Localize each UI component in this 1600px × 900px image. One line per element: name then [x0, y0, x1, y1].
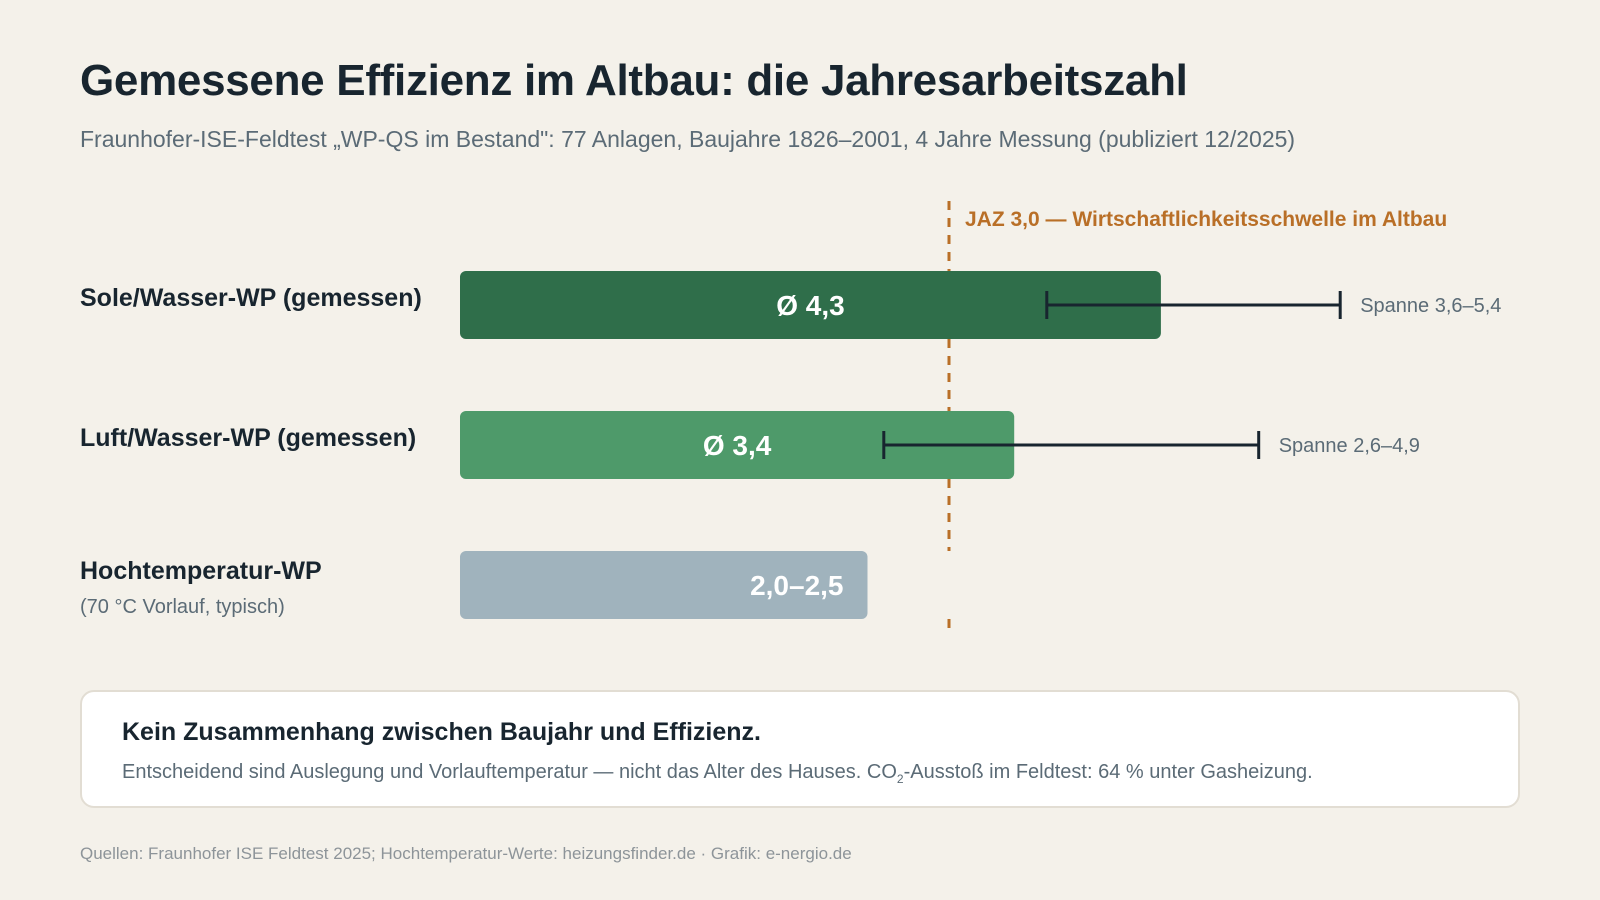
range-label: Spanne 2,6–4,9	[1279, 435, 1420, 457]
bar-value-label: Ø 4,3	[776, 290, 844, 321]
category-label: Hochtemperatur-WP	[80, 557, 322, 585]
source-note: Quellen: Fraunhofer ISE Feldtest 2025; H…	[80, 844, 852, 863]
page-subtitle: Fraunhofer-ISE-Feldtest „WP-QS im Bestan…	[80, 126, 1296, 152]
info-box-text-end: -Ausstoß im Feldtest: 64 % unter Gasheiz…	[903, 761, 1313, 783]
bar-3	[460, 551, 868, 619]
info-box: Kein Zusammenhang zwischen Baujahr und E…	[80, 690, 1520, 808]
range-label: Spanne 3,6–5,4	[1360, 295, 1501, 317]
bar-1	[460, 271, 1161, 339]
category-label: Luft/Wasser-WP (gemessen)	[80, 424, 416, 452]
reference-label: JAZ 3,0 — Wirtschaftlichkeitsschwelle im…	[965, 208, 1447, 231]
category-label: Sole/Wasser-WP (gemessen)	[80, 284, 422, 312]
page-title: Gemessene Effizienz im Altbau: die Jahre…	[80, 56, 1188, 105]
bar-value-label: Ø 3,4	[703, 430, 772, 461]
bar-2	[460, 411, 1015, 479]
info-box-title: Kein Zusammenhang zwischen Baujahr und E…	[122, 718, 761, 746]
bar-value-label: 2,0–2,5	[750, 570, 843, 601]
info-box-text: Entscheidend sind Auslegung und Vorlauft…	[122, 761, 1478, 786]
category-sublabel: (70 °C Vorlauf, typisch)	[80, 596, 285, 618]
co2-subscript: 2	[896, 772, 904, 786]
bar-chart: Sole/Wasser-WP (gemessen) Ø 4,3 Luft/Wasse…	[80, 201, 1501, 632]
info-box-text-start: Entscheidend sind Auslegung und Vorlauft…	[122, 761, 897, 783]
